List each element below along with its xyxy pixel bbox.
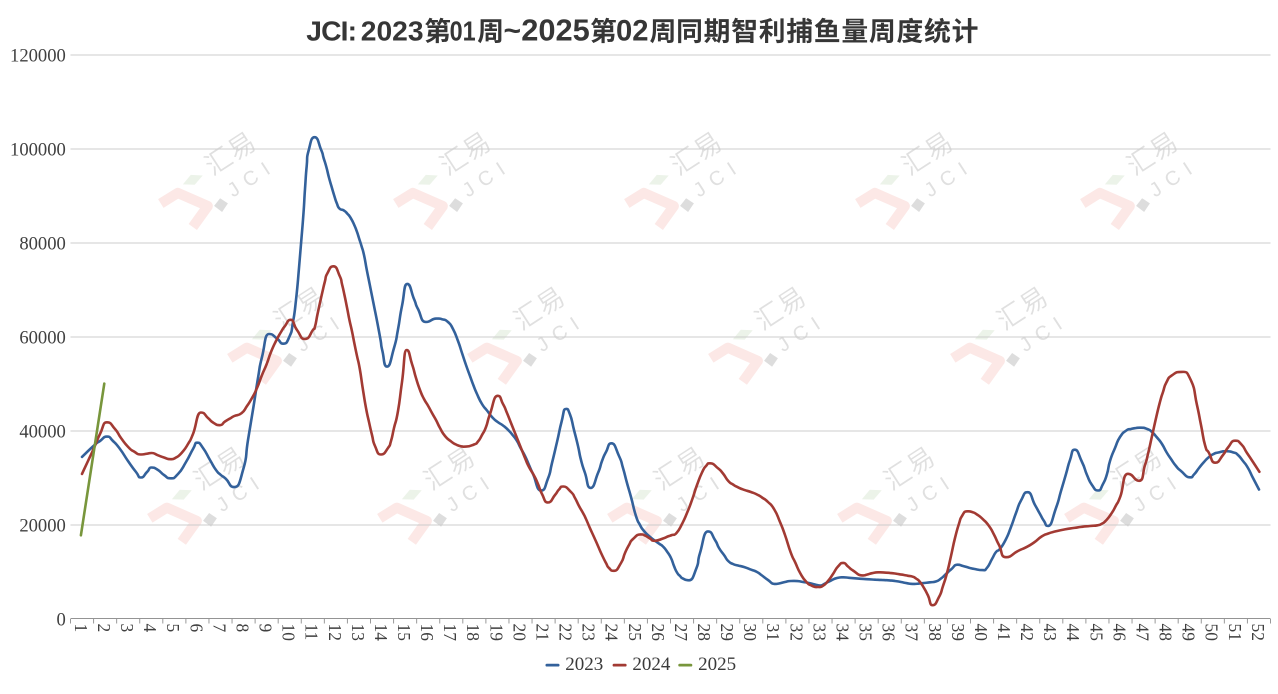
svg-text:18: 18	[463, 624, 483, 642]
svg-text:20: 20	[509, 624, 529, 642]
svg-text:10: 10	[279, 624, 299, 642]
svg-text:1: 1	[71, 624, 91, 633]
svg-text:45: 45	[1086, 624, 1106, 642]
svg-text:51: 51	[1225, 624, 1245, 641]
svg-text:49: 49	[1179, 624, 1199, 641]
svg-text:6: 6	[186, 624, 206, 633]
svg-text:40: 40	[971, 624, 991, 642]
svg-text:2025: 2025	[521, 13, 590, 48]
svg-text:4: 4	[140, 624, 160, 633]
svg-text:15: 15	[394, 624, 414, 642]
svg-text:13: 13	[348, 624, 368, 642]
svg-text:2023: 2023	[565, 654, 603, 675]
svg-text:40000: 40000	[19, 421, 65, 442]
svg-text:9: 9	[256, 624, 276, 633]
svg-text:22: 22	[556, 624, 576, 641]
svg-text:7: 7	[209, 624, 229, 633]
svg-text:44: 44	[1063, 624, 1083, 642]
svg-text:JCI:: JCI:	[306, 15, 356, 47]
svg-text:25: 25	[625, 624, 645, 642]
svg-text:2024: 2024	[632, 654, 671, 675]
svg-text:12: 12	[325, 624, 345, 641]
svg-text:33: 33	[809, 624, 829, 642]
svg-text:2023: 2023	[361, 15, 424, 47]
svg-text:47: 47	[1133, 624, 1153, 642]
svg-text:02: 02	[616, 16, 648, 48]
svg-text:52: 52	[1248, 624, 1268, 641]
svg-text:19: 19	[486, 624, 506, 641]
svg-text:0: 0	[57, 609, 66, 630]
svg-text:100000: 100000	[10, 139, 66, 160]
svg-text:23: 23	[579, 624, 599, 642]
svg-text:48: 48	[1156, 624, 1176, 642]
svg-text:42: 42	[1017, 624, 1037, 641]
svg-text:27: 27	[671, 624, 691, 642]
svg-text:31: 31	[763, 624, 783, 641]
svg-text:29: 29	[717, 624, 737, 641]
svg-text:17: 17	[440, 624, 460, 642]
svg-text:120000: 120000	[10, 45, 66, 66]
svg-text:20000: 20000	[19, 515, 65, 536]
svg-text:28: 28	[694, 624, 714, 642]
svg-text:50: 50	[1202, 624, 1222, 642]
svg-text:24: 24	[602, 624, 622, 642]
svg-text:11: 11	[302, 624, 322, 641]
svg-text:2: 2	[94, 624, 114, 633]
svg-text:26: 26	[648, 624, 668, 642]
svg-text:80000: 80000	[19, 233, 65, 254]
svg-text:01: 01	[450, 17, 476, 47]
svg-text:2025: 2025	[698, 654, 736, 675]
svg-text:32: 32	[786, 624, 806, 641]
svg-text:30: 30	[740, 624, 760, 642]
svg-text:34: 34	[833, 624, 853, 642]
svg-text:8: 8	[233, 624, 253, 633]
svg-text:43: 43	[1040, 624, 1060, 642]
svg-text:39: 39	[948, 624, 968, 641]
svg-text:21: 21	[533, 624, 553, 641]
svg-text:36: 36	[879, 624, 899, 642]
svg-text:3: 3	[117, 624, 137, 633]
svg-text:41: 41	[994, 624, 1014, 641]
svg-text:38: 38	[925, 624, 945, 642]
svg-text:60000: 60000	[19, 327, 65, 348]
svg-text:14: 14	[371, 624, 391, 642]
svg-text:35: 35	[856, 624, 876, 642]
svg-text:46: 46	[1109, 624, 1129, 642]
svg-text:16: 16	[417, 624, 437, 642]
svg-text:5: 5	[163, 624, 183, 633]
svg-text:37: 37	[902, 624, 922, 642]
svg-text:~: ~	[504, 15, 522, 48]
